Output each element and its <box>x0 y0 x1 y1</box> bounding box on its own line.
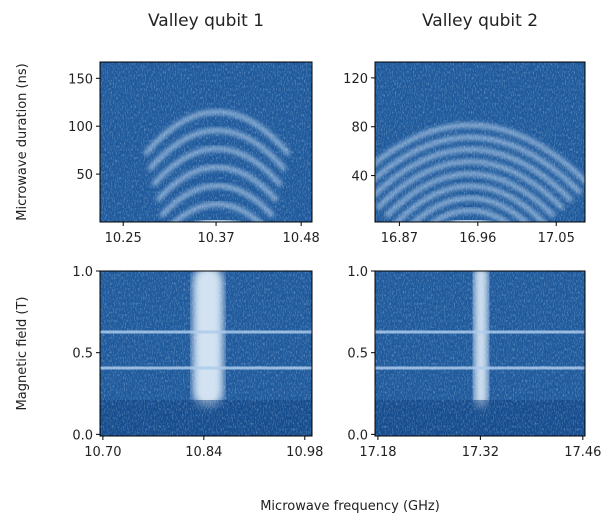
x-tick-label: 17.46 <box>564 445 601 460</box>
x-tick-label: 10.37 <box>197 231 234 246</box>
heatmap <box>375 62 585 222</box>
y-axis-label: Microwave duration (ns) <box>15 63 30 220</box>
panel-title: Valley qubit 1 <box>148 11 264 31</box>
y-tick-label: 0.0 <box>347 428 368 443</box>
y-tick-label: 50 <box>76 168 93 183</box>
axes-frame <box>374 61 586 223</box>
panel-title: Valley qubit 2 <box>422 11 538 31</box>
y-tick-label: 40 <box>351 170 368 185</box>
x-tick-label: 10.98 <box>286 445 323 460</box>
y-tick-label: 100 <box>68 120 93 135</box>
x-tick-label: 16.96 <box>459 231 496 246</box>
y-tick-label: 150 <box>68 72 93 87</box>
y-tick-label: 120 <box>343 72 368 87</box>
x-tick-label: 10.84 <box>185 445 222 460</box>
x-tick-label: 10.48 <box>283 231 320 246</box>
y-tick-label: 1.0 <box>347 265 368 280</box>
heatmap <box>100 271 312 436</box>
x-tick-label: 16.87 <box>381 231 418 246</box>
heatmap-noise <box>100 62 312 222</box>
heatmap <box>100 62 312 222</box>
heatmap-noise <box>100 271 312 436</box>
x-tick-label: 17.32 <box>462 445 499 460</box>
y-axis-label: Magnetic field (T) <box>15 297 30 411</box>
x-axis-label: Microwave frequency (GHz) <box>260 499 440 514</box>
x-tick-label: 10.70 <box>84 445 121 460</box>
heatmap-noise <box>375 62 585 222</box>
x-tick-label: 10.25 <box>105 231 142 246</box>
heatmap-noise <box>375 271 585 436</box>
y-tick-label: 80 <box>351 121 368 136</box>
y-tick-label: 0.5 <box>347 347 368 362</box>
x-tick-label: 17.18 <box>359 445 396 460</box>
y-tick-label: 0.5 <box>72 347 93 362</box>
axes-frame <box>99 270 313 437</box>
axes-frame <box>99 61 313 223</box>
x-tick-label: 17.05 <box>538 231 575 246</box>
y-tick-label: 0.0 <box>72 428 93 443</box>
y-tick-label: 1.0 <box>72 265 93 280</box>
heatmap <box>375 271 585 436</box>
